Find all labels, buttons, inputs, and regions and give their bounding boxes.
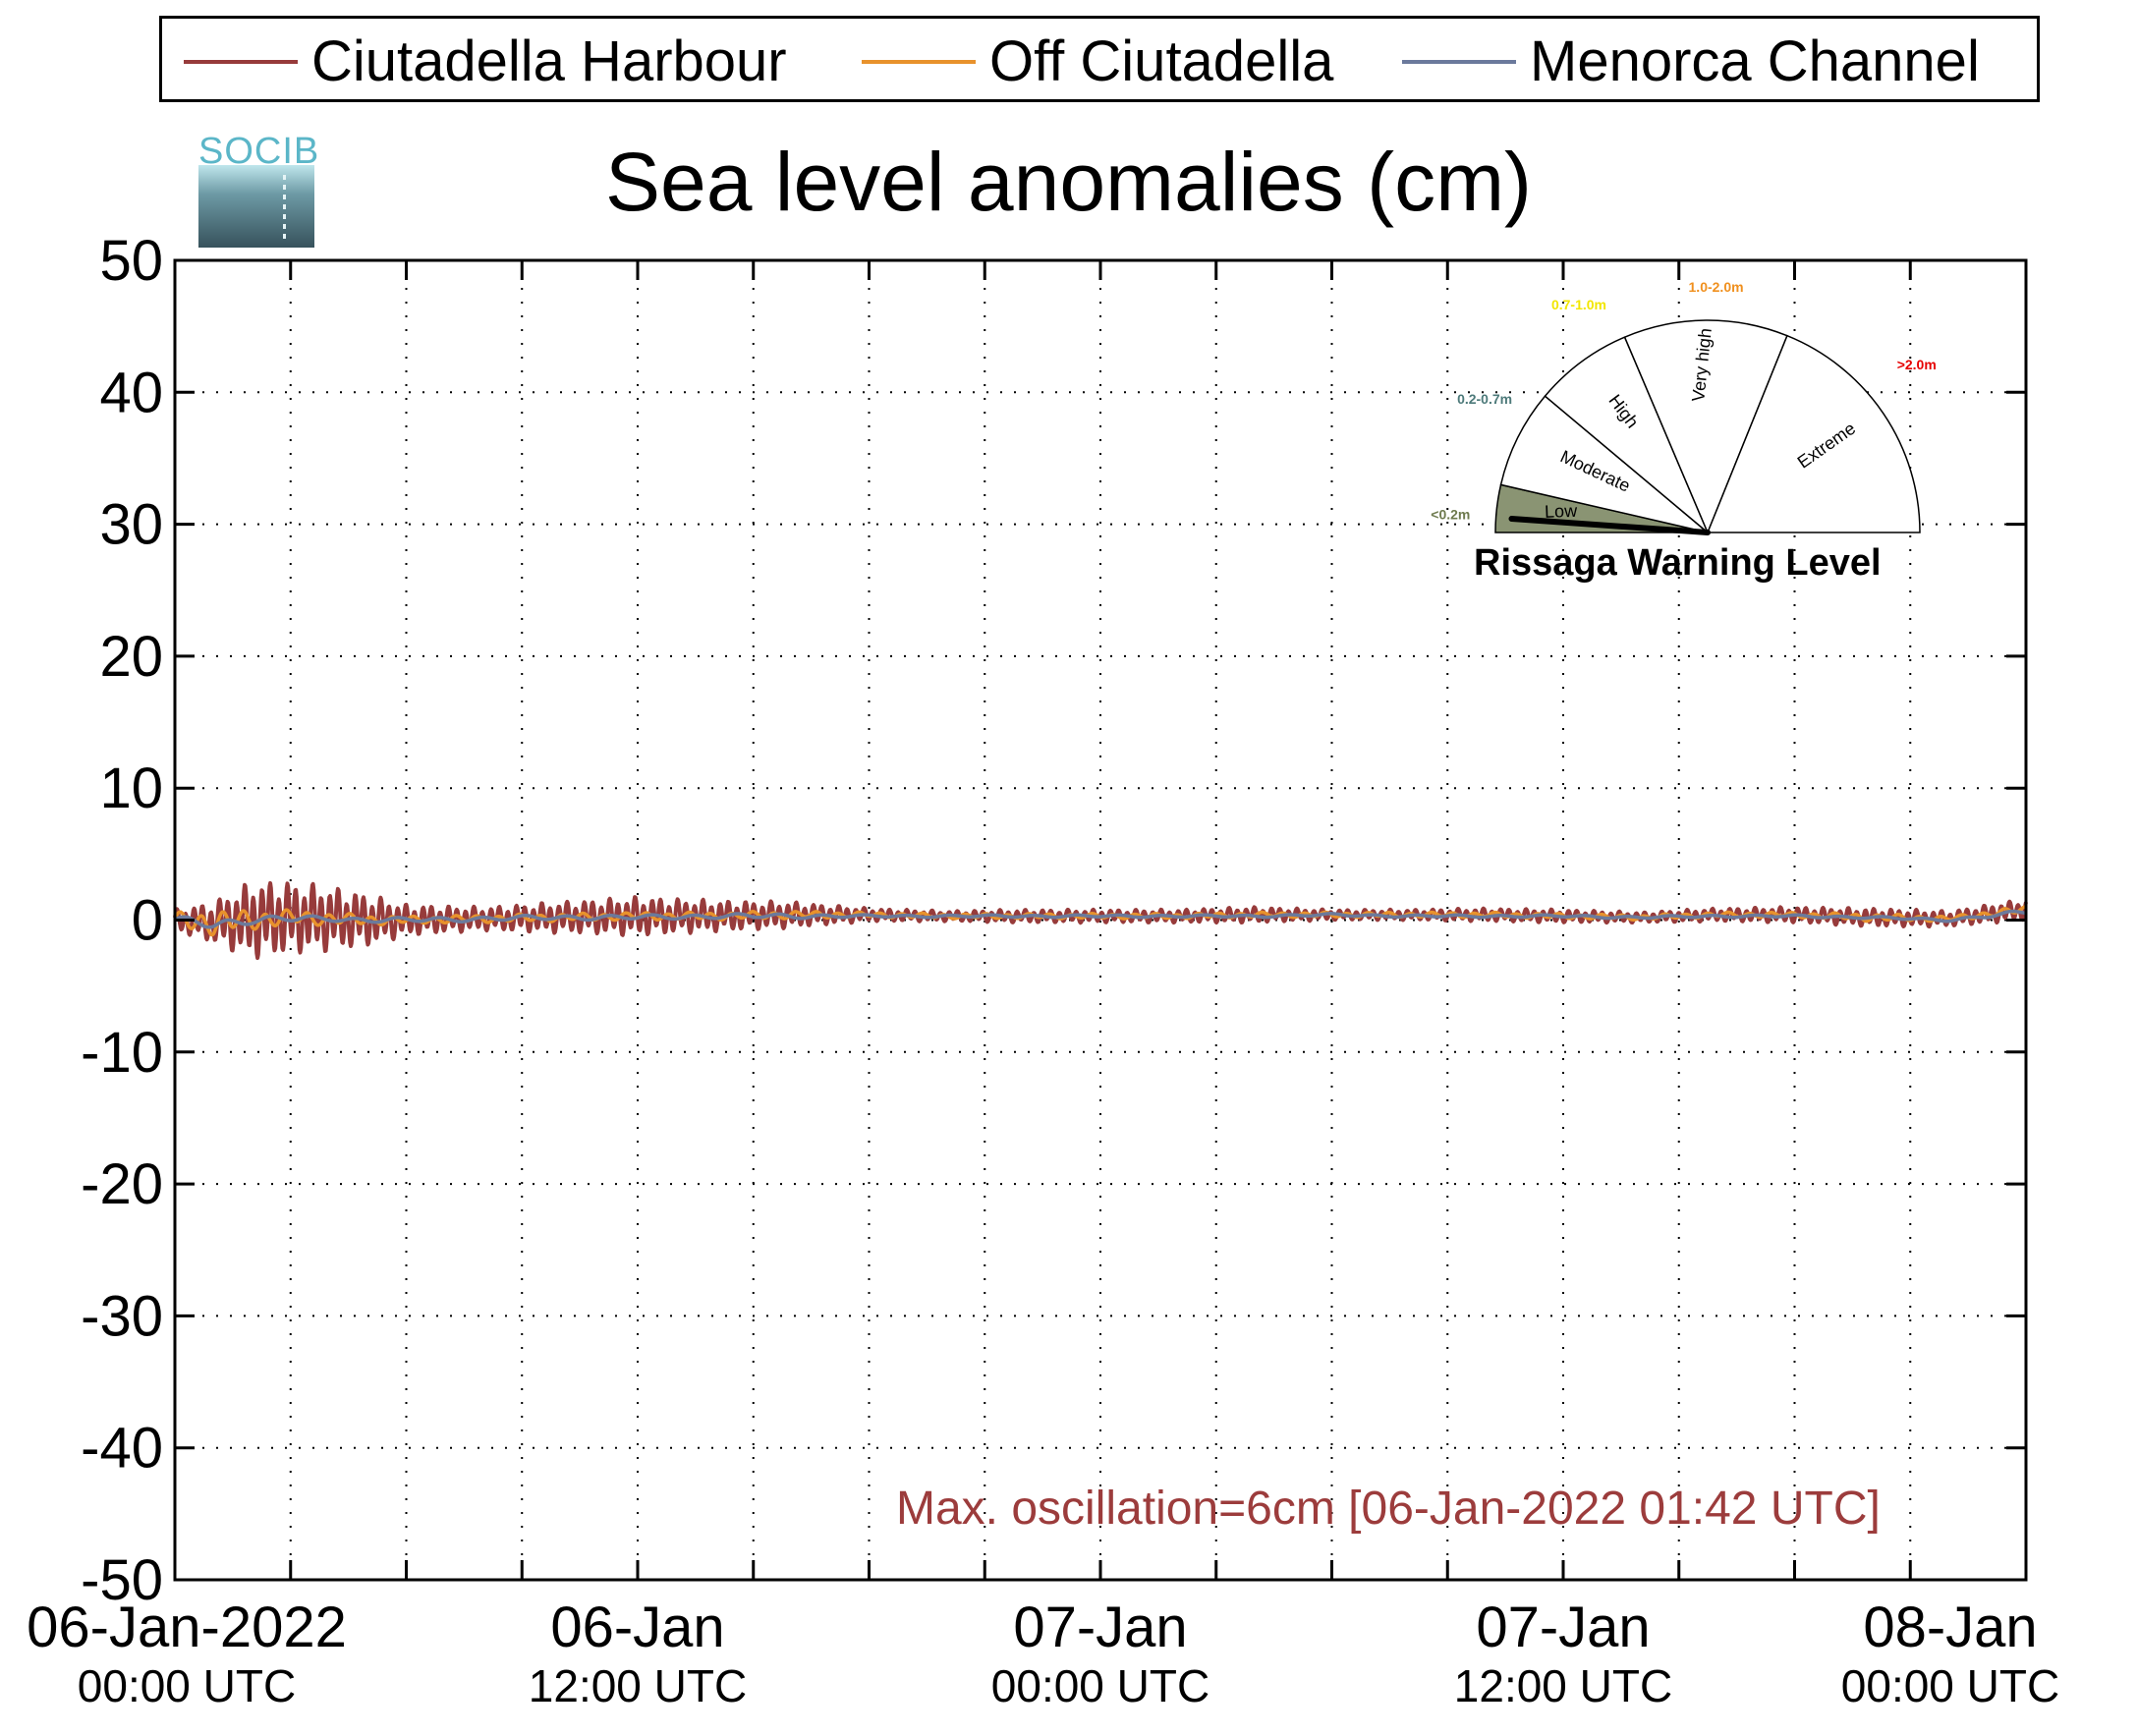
y-tick-label: -20	[81, 1152, 163, 1216]
x-tick-time: 00:00 UTC	[1840, 1660, 2060, 1711]
legend-item-off-ciutadella: Off Ciutadella	[862, 32, 1333, 91]
gauge-sector-very-high	[1623, 319, 1788, 534]
max-oscillation-annotation: Max. oscillation=6cm [06-Jan-2022 01:42 …	[896, 1483, 1881, 1535]
gauge-sector-extreme	[1706, 334, 1921, 533]
legend-label: Ciutadella Harbour	[311, 29, 787, 93]
x-tick-label: 07-Jan 12:00 UTC	[1377, 1596, 1750, 1712]
y-tick-label: -10	[81, 1021, 163, 1085]
logo-graphic	[198, 165, 314, 248]
legend-item-menorca-channel: Menorca Channel	[1402, 32, 1980, 91]
x-tick-label: 06-Jan-2022 00:00 UTC	[0, 1596, 373, 1712]
y-tick-label: 0	[132, 889, 163, 953]
legend-label: Off Ciutadella	[989, 29, 1334, 93]
legend-item-ciutadella-harbour: Ciutadella Harbour	[184, 32, 787, 91]
x-tick-label: 07-Jan 00:00 UTC	[914, 1596, 1287, 1712]
y-tick-label: 30	[99, 493, 163, 557]
gauge-range-label: >2.0m	[1897, 357, 1937, 372]
logo-dash	[283, 175, 286, 244]
legend-label: Menorca Channel	[1530, 29, 1980, 93]
gauge-title: Rissaga Warning Level	[1474, 542, 1882, 584]
legend-swatch-ciutadella-harbour	[184, 60, 298, 64]
gauge-range-label: 1.0-2.0m	[1689, 279, 1744, 295]
x-tick-date: 07-Jan	[1013, 1596, 1188, 1659]
x-tick-date: 07-Jan	[1476, 1596, 1651, 1659]
gauge-sector-label: Low	[1545, 501, 1579, 522]
gauge-range-label: <0.2m	[1431, 506, 1470, 522]
x-tick-time: 00:00 UTC	[77, 1660, 297, 1711]
y-tick-label: -50	[81, 1548, 163, 1612]
legend-swatch-menorca-channel	[1402, 60, 1516, 64]
x-tick-date: 08-Jan	[1863, 1596, 2038, 1659]
x-tick-time: 00:00 UTC	[990, 1660, 1210, 1711]
legend: Ciutadella Harbour Off Ciutadella Menorc…	[159, 16, 2040, 102]
y-tick-label: 20	[99, 625, 163, 689]
axes: -50 -40 -30 -20 -10 0 10 20 30 40 50	[81, 229, 2028, 1612]
series-line-ciutadella-harbour	[173, 880, 2028, 961]
y-tick-label: 10	[99, 756, 163, 820]
gauge-range-label: 0.7-1.0m	[1551, 297, 1606, 312]
y-tick-label: 40	[99, 361, 163, 424]
x-tick-date: 06-Jan	[550, 1596, 725, 1659]
y-tick-label: 50	[99, 229, 163, 293]
logo-text: SOCIB	[198, 131, 320, 172]
socib-logo: SOCIB	[198, 131, 320, 248]
x-tick-date: 06-Jan-2022	[27, 1596, 347, 1659]
chart-title: Sea level anomalies (cm)	[604, 136, 1533, 228]
gauge-needle	[1508, 516, 1711, 535]
x-tick-label: 06-Jan 12:00 UTC	[451, 1596, 824, 1712]
y-tick-label: -30	[81, 1284, 163, 1348]
x-tick-label: 08-Jan 00:00 UTC	[1764, 1596, 2137, 1712]
x-tick-time: 12:00 UTC	[528, 1660, 748, 1711]
gauge-range-label: 0.2-0.7m	[1457, 391, 1512, 407]
x-tick-time: 12:00 UTC	[1453, 1660, 1673, 1711]
series-lines	[173, 880, 2028, 961]
legend-swatch-off-ciutadella	[862, 60, 976, 64]
gauge-sector-moderate	[1499, 395, 1709, 533]
y-tick-label: -40	[81, 1417, 163, 1481]
series-line-menorca-channel	[173, 909, 2028, 929]
gauge-sector-high	[1544, 336, 1709, 533]
